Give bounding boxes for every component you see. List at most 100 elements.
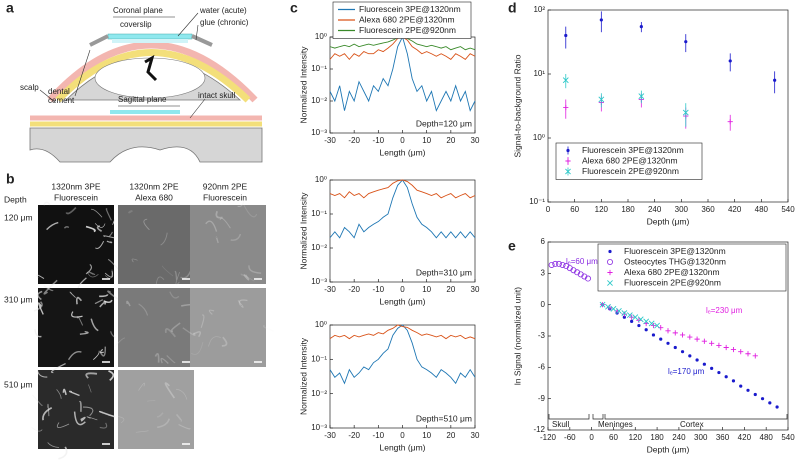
x-tick-label: 30 xyxy=(471,431,480,440)
y-tick-label: -3 xyxy=(538,331,546,340)
panel-label: a xyxy=(6,0,14,16)
vessel xyxy=(161,265,174,277)
vessel xyxy=(114,337,126,348)
point xyxy=(654,322,661,329)
vessel xyxy=(109,331,117,339)
x-tick-label: 0 xyxy=(546,205,551,214)
vessel xyxy=(109,231,113,237)
vessel xyxy=(87,271,99,278)
vessel xyxy=(94,299,104,305)
y-tick-label: 10⁻² xyxy=(311,96,327,105)
vessel xyxy=(154,352,160,363)
vessel xyxy=(90,208,103,218)
vessel xyxy=(157,418,170,429)
vessel xyxy=(174,270,178,280)
x-tick-label: 240 xyxy=(648,205,662,214)
vessel xyxy=(146,400,156,402)
y-axis-label: Normalized Intensity xyxy=(298,46,308,124)
vessel xyxy=(86,416,98,421)
vessel xyxy=(170,322,181,332)
point xyxy=(585,275,592,282)
vessel xyxy=(32,394,43,406)
x-tick-label: 180 xyxy=(650,433,664,442)
point xyxy=(555,260,562,267)
y-tick-label: 10⁻¹ xyxy=(311,354,327,363)
vessel xyxy=(71,311,83,318)
x-tick-label: 30 xyxy=(471,136,480,145)
point xyxy=(637,323,641,328)
point xyxy=(752,353,758,359)
x-axis-label: Depth (μm) xyxy=(647,216,690,226)
regions: Skull Meninges Cortex lₑ=60 μm lₑ=230 μm… xyxy=(548,257,788,429)
point xyxy=(730,346,737,353)
vessel xyxy=(47,442,60,448)
point xyxy=(666,341,670,345)
point xyxy=(773,78,777,82)
vessel xyxy=(237,300,244,308)
legend-label: Osteocytes THG@1320nm xyxy=(624,256,726,266)
vessel xyxy=(135,430,149,433)
vessel xyxy=(248,265,262,274)
x-tick-label: 30 xyxy=(471,285,480,294)
vessel xyxy=(107,258,120,271)
coverslip xyxy=(110,110,180,114)
vessel xyxy=(80,416,86,422)
vessel xyxy=(192,331,202,338)
legend-swatch xyxy=(566,148,570,153)
label: Fluorescein xyxy=(54,192,98,202)
panel-label: c xyxy=(290,0,298,16)
y-tick-label: 10⁻¹ xyxy=(311,64,327,73)
point xyxy=(659,337,663,341)
vessel xyxy=(126,300,131,307)
legend-label: Fluorescein 3PE@1320nm xyxy=(624,246,726,256)
x-tick-label: 300 xyxy=(694,433,708,442)
label: lₑ=230 μm xyxy=(706,306,743,315)
y-tick-label: 10⁻³ xyxy=(311,128,327,137)
microscopy-image xyxy=(118,370,194,449)
label: Sagittal plane xyxy=(118,95,167,104)
x-tick-label: 360 xyxy=(716,433,730,442)
legend xyxy=(555,142,703,180)
vessel xyxy=(75,296,83,305)
y-tick-label: 0 xyxy=(541,300,546,309)
point xyxy=(605,303,611,310)
point xyxy=(702,362,706,366)
legend-label: Fluorescein 2PE@920nm xyxy=(359,25,456,35)
vessel xyxy=(164,328,177,338)
vessel xyxy=(182,327,196,336)
legend-label: Alexa 680 2PE@1320nm xyxy=(359,14,455,24)
vessel xyxy=(68,390,80,397)
vessel xyxy=(36,274,45,280)
legend-swatch xyxy=(565,168,571,175)
line-series xyxy=(329,36,476,61)
x-tick-label: 20 xyxy=(446,431,455,440)
vessel xyxy=(103,299,113,304)
point xyxy=(651,333,656,337)
vessel xyxy=(46,221,59,231)
label: scalp xyxy=(20,83,39,92)
vessel xyxy=(105,208,112,221)
microscopy-image xyxy=(190,205,266,284)
x-tick-label: 420 xyxy=(728,205,742,214)
vessel xyxy=(90,318,99,332)
point xyxy=(695,358,699,362)
point xyxy=(723,344,729,351)
vessel xyxy=(169,291,180,299)
point xyxy=(638,93,645,100)
label: Coronal plane xyxy=(113,6,163,15)
point xyxy=(701,338,707,344)
vessel xyxy=(34,329,42,338)
vessel xyxy=(240,273,255,282)
vessel xyxy=(128,209,133,214)
y-tick-label: -6 xyxy=(538,362,546,371)
vessel xyxy=(108,415,125,424)
vessel xyxy=(262,324,274,332)
x-tick-label: 10 xyxy=(422,136,431,145)
label: Meninges xyxy=(598,420,633,429)
vessel xyxy=(88,271,96,276)
plot-frame xyxy=(547,9,789,203)
legend-label: Fluorescein 2PE@920nm xyxy=(582,166,679,176)
x-tick-label: 120 xyxy=(629,433,643,442)
label: Fluorescein xyxy=(203,192,247,202)
vessel xyxy=(85,225,96,233)
